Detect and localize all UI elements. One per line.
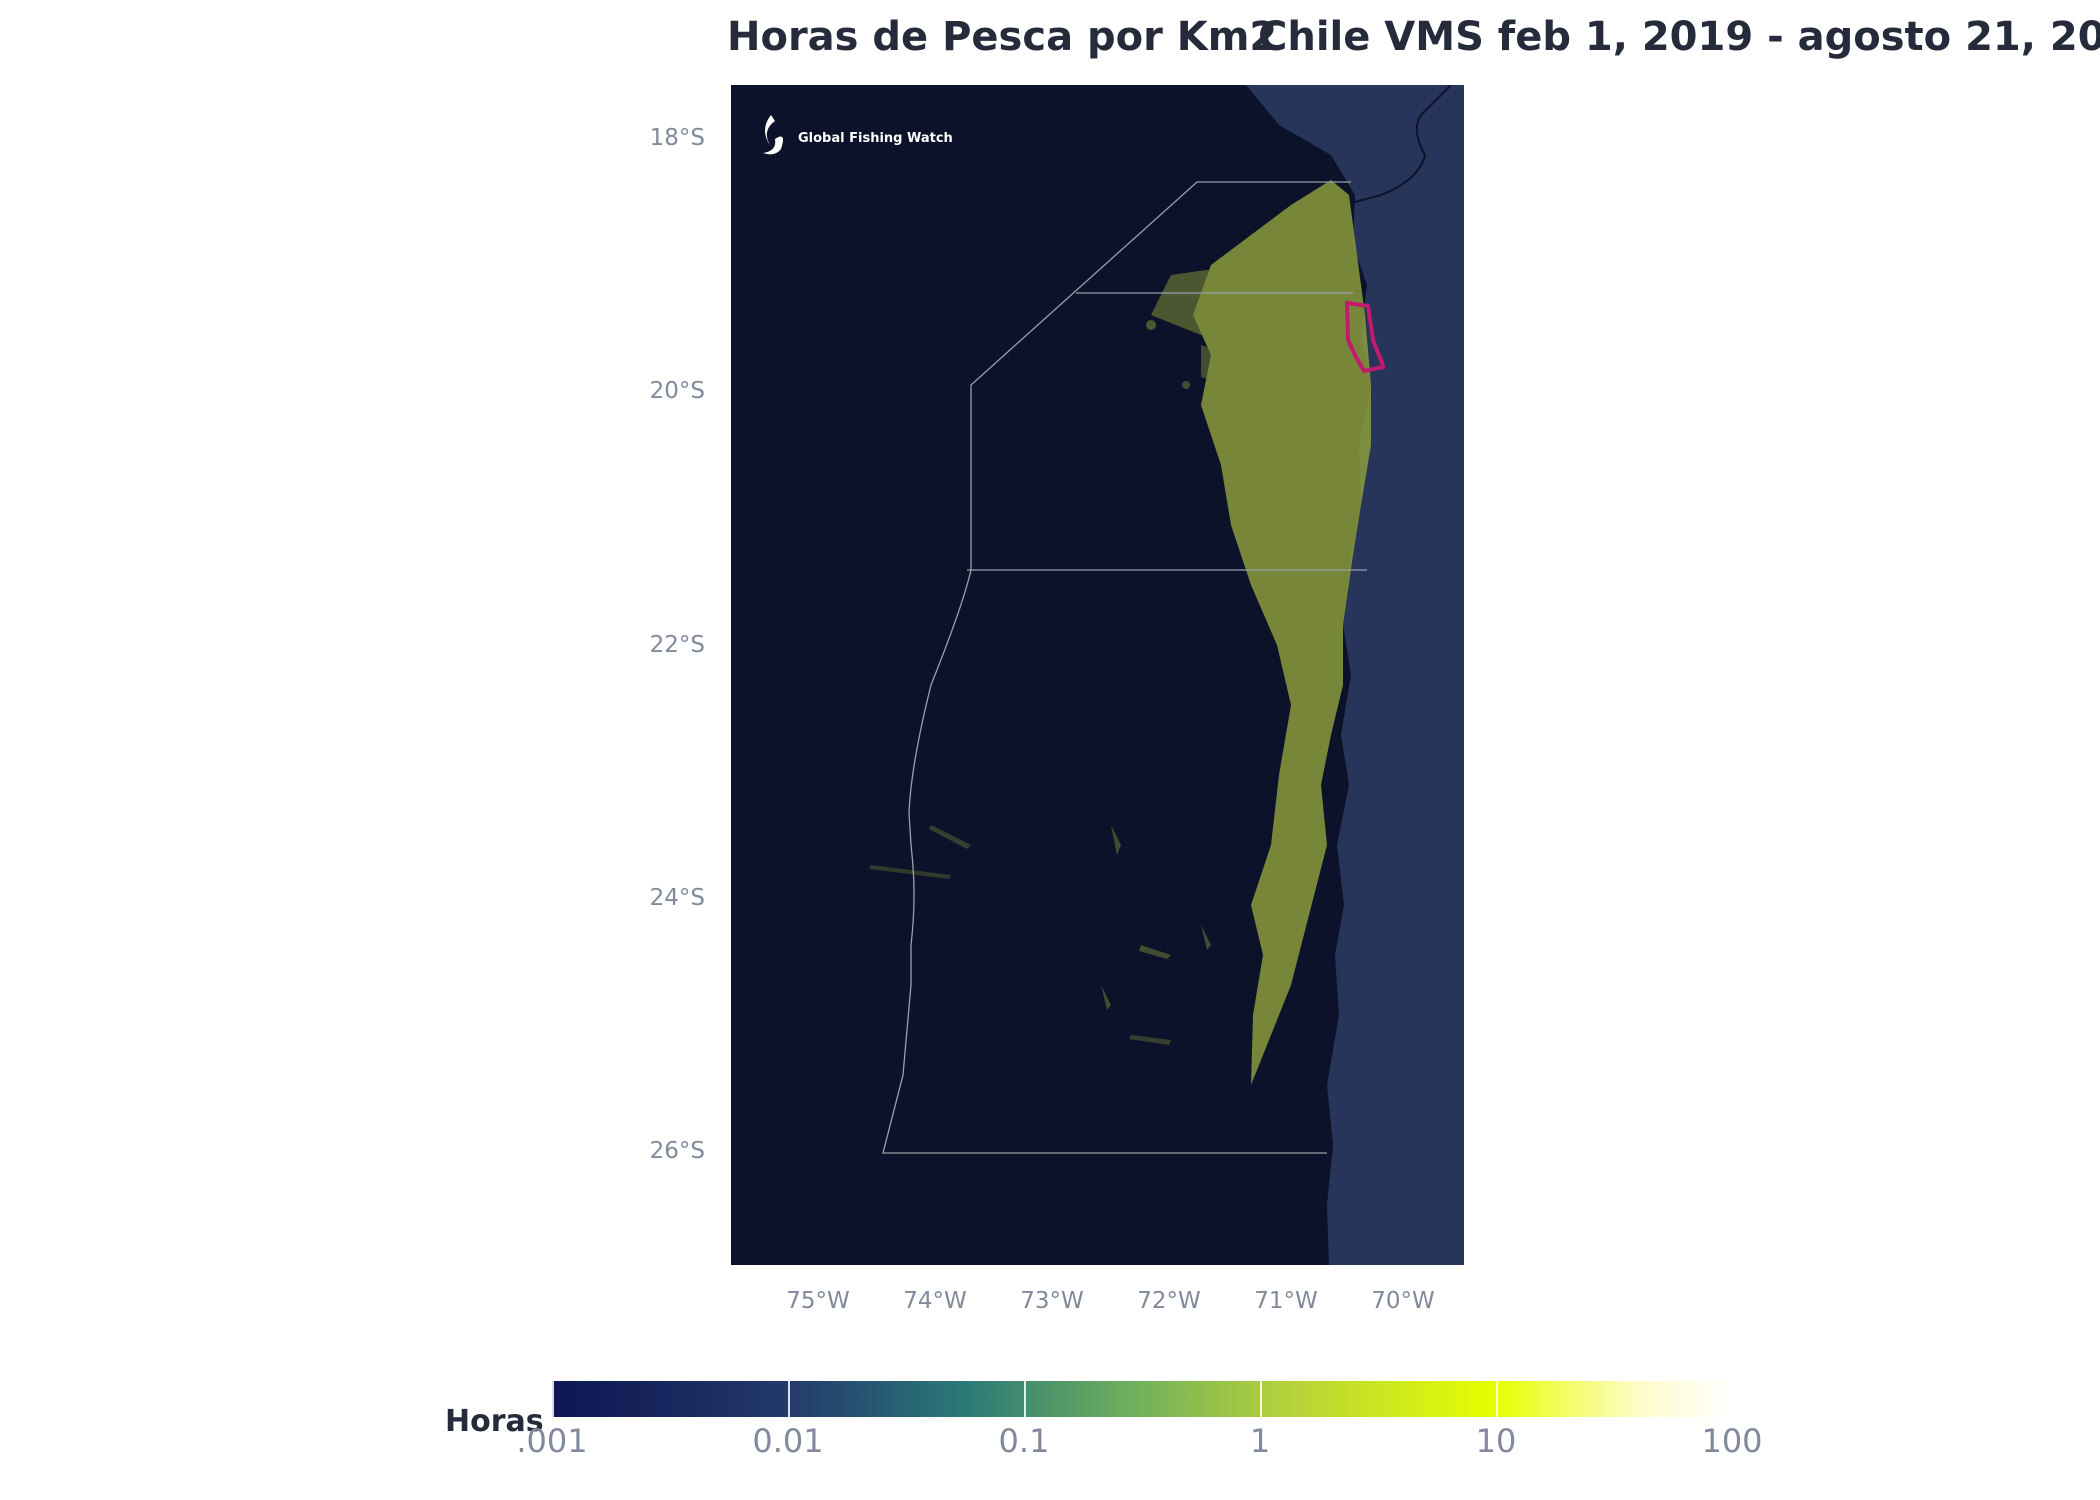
lon-label-72w: 72°W bbox=[1137, 1288, 1201, 1314]
legend-tick-label: 10 bbox=[1475, 1422, 1517, 1460]
lon-label-73w: 73°W bbox=[1020, 1288, 1084, 1314]
zone-boundaries bbox=[882, 181, 1367, 1154]
legend-tick-line bbox=[552, 1381, 554, 1417]
map-subtitle: Chile VMS feb 1, 2019 - agosto 21, 2020 bbox=[1258, 14, 2100, 60]
lat-label-24s: 24°S bbox=[649, 885, 705, 911]
lat-label-18s: 18°S bbox=[649, 125, 705, 151]
lon-label-75w: 75°W bbox=[786, 1288, 850, 1314]
lon-label-71w: 71°W bbox=[1254, 1288, 1318, 1314]
legend-tick-line bbox=[1024, 1381, 1026, 1417]
fishing-activity bbox=[869, 180, 1371, 1085]
legend-tick-line bbox=[1496, 1381, 1498, 1417]
fishing-map[interactable]: Global Fishing Watch bbox=[731, 85, 1464, 1265]
legend-tick-label: 0.01 bbox=[752, 1422, 824, 1460]
land-coast bbox=[1246, 85, 1464, 1265]
lon-label-74w: 74°W bbox=[903, 1288, 967, 1314]
logo-text: Global Fishing Watch bbox=[798, 131, 953, 146]
lat-label-20s: 20°S bbox=[649, 378, 705, 404]
lat-label-22s: 22°S bbox=[649, 632, 705, 658]
map-title: Horas de Pesca por Km2 bbox=[727, 14, 1278, 60]
legend-tick-label: 1 bbox=[1249, 1422, 1271, 1460]
legend-tick-label: 0.1 bbox=[998, 1422, 1050, 1460]
gfw-logo: Global Fishing Watch bbox=[763, 115, 953, 155]
fish-icon bbox=[763, 115, 783, 155]
border-line bbox=[1336, 85, 1452, 208]
lat-label-26s: 26°S bbox=[649, 1138, 705, 1164]
legend-colorbar bbox=[552, 1381, 1732, 1417]
legend-tick-line bbox=[1260, 1381, 1262, 1417]
highlight-area[interactable] bbox=[1344, 300, 1386, 374]
legend-tick-label: 100 bbox=[1701, 1422, 1763, 1460]
legend-tick-label: .001 bbox=[516, 1422, 588, 1460]
lon-label-70w: 70°W bbox=[1371, 1288, 1435, 1314]
legend-tick-line bbox=[788, 1381, 790, 1417]
legend-title: Horas bbox=[445, 1404, 544, 1439]
